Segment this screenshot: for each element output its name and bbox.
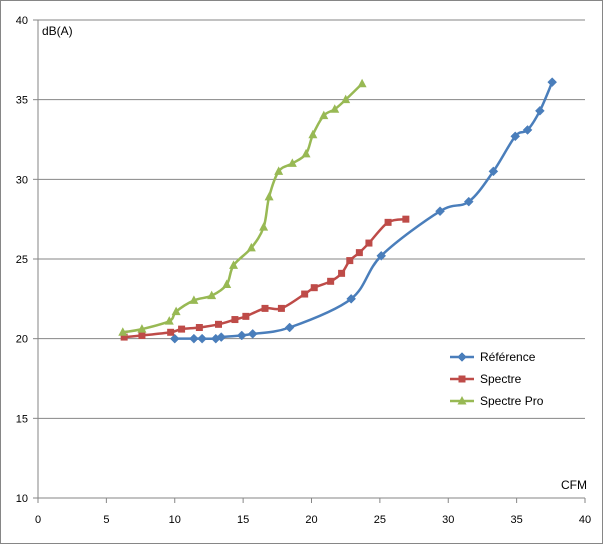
data-point-spectre-pro-8: [246, 242, 256, 252]
data-point-spectre-pro-0: [118, 327, 128, 336]
y-tick-label-6: 40: [16, 15, 28, 27]
x-tick-label-1: 5: [103, 514, 109, 526]
y-tick-label-0: 10: [16, 493, 28, 505]
data-point-reference-9: [376, 250, 387, 261]
series-reference: [169, 77, 558, 344]
data-point-spectre-11: [310, 284, 318, 292]
legend-label-spectre: Spectre: [480, 372, 522, 386]
data-point-reference-11: [463, 196, 474, 207]
data-point-reference-16: [547, 77, 558, 87]
data-point-reference-12: [488, 166, 499, 177]
legend-label-spectre-pro: Spectre Pro: [480, 394, 544, 408]
data-point-spectre-7: [242, 312, 250, 320]
x-tick-label-2: 10: [169, 514, 181, 526]
data-point-reference-1: [189, 333, 199, 344]
data-point-spectre-12: [327, 277, 335, 285]
data-point-spectre-pro-9: [259, 222, 269, 231]
legend: Référence Spectre Spectre Pro: [450, 350, 544, 408]
y-tick-label-4: 30: [16, 174, 28, 186]
data-point-spectre-15: [355, 249, 363, 257]
data-point-spectre-pro-16: [330, 104, 340, 113]
data-point-spectre-pro-17: [341, 94, 351, 104]
legend-item-spectre-pro: Spectre Pro: [450, 394, 544, 408]
data-point-reference-0: [169, 333, 180, 344]
y-tick-label-3: 25: [16, 254, 28, 266]
data-point-spectre-4: [195, 324, 203, 332]
legend-marker-spectre: [458, 375, 466, 383]
data-point-spectre-pro-10: [264, 191, 274, 201]
x-tick-label-7: 35: [511, 514, 523, 526]
data-point-spectre-pro-7: [229, 260, 239, 269]
legend-label-reference: Référence: [480, 350, 536, 364]
data-point-spectre-10: [301, 290, 309, 298]
series-line-reference: [174, 81, 554, 341]
x-axis-title: CFM: [561, 478, 587, 492]
data-point-reference-4: [216, 332, 227, 342]
y-tick-label-1: 15: [16, 413, 28, 425]
data-point-spectre-16: [365, 239, 373, 247]
data-point-spectre-0: [120, 333, 128, 341]
data-point-spectre-1: [138, 331, 146, 339]
x-tick-label-8: 40: [579, 514, 591, 526]
data-point-spectre-14: [346, 257, 354, 265]
x-tick-label-0: 0: [35, 514, 41, 526]
data-point-reference-15: [535, 105, 545, 116]
x-tick-label-5: 25: [374, 514, 386, 526]
legend-item-spectre: Spectre: [450, 372, 522, 386]
data-point-spectre-17: [384, 218, 392, 226]
series-spectre-pro: [118, 78, 367, 336]
data-point-reference-5: [236, 330, 247, 341]
y-tick-label-2: 20: [16, 334, 28, 346]
y-tick-label-5: 35: [16, 95, 28, 107]
data-point-spectre-pro-11: [274, 166, 284, 175]
series-line-spectre: [124, 217, 407, 339]
legend-item-reference: Référence: [450, 350, 536, 364]
data-point-reference-7: [284, 322, 295, 333]
legend-marker-spectre-pro: [457, 396, 467, 405]
data-point-spectre-pro-18: [357, 78, 367, 88]
data-point-spectre-pro-1: [137, 324, 147, 333]
data-point-spectre-pro-12: [287, 158, 297, 167]
series-line-spectre-pro: [122, 82, 363, 334]
data-point-reference-6: [247, 329, 258, 339]
data-point-spectre-5: [215, 320, 223, 328]
data-point-spectre-18: [402, 215, 410, 223]
data-point-spectre-pro-5: [207, 290, 217, 300]
x-tick-label-4: 20: [305, 514, 317, 526]
data-point-spectre-pro-2: [164, 316, 174, 325]
data-point-spectre-3: [178, 325, 186, 333]
data-point-spectre-pro-14: [308, 129, 318, 139]
data-point-spectre-8: [261, 304, 269, 312]
data-point-spectre-pro-13: [301, 148, 311, 158]
data-point-spectre-6: [231, 316, 239, 324]
data-point-reference-10: [435, 206, 445, 217]
data-point-spectre-pro-15: [319, 110, 329, 120]
series-spectre: [120, 215, 410, 341]
data-point-spectre-13: [338, 269, 346, 277]
data-point-reference-13: [510, 131, 521, 142]
data-point-reference-14: [522, 125, 533, 135]
legend-marker-reference: [457, 352, 467, 362]
data-point-spectre-2: [167, 328, 175, 336]
y-axis-title: dB(A): [42, 24, 73, 38]
data-point-reference-8: [346, 293, 357, 304]
data-point-spectre-pro-6: [222, 279, 232, 288]
data-point-spectre-pro-3: [171, 306, 181, 316]
data-point-reference-2: [197, 333, 207, 344]
x-tick-label-6: 30: [442, 514, 454, 526]
data-point-spectre-9: [277, 304, 285, 312]
x-tick-label-3: 15: [237, 514, 249, 526]
data-point-spectre-pro-4: [189, 295, 199, 304]
